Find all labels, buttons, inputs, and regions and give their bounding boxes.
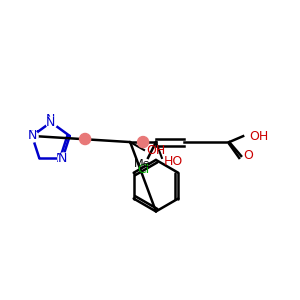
Text: OH: OH — [146, 143, 165, 157]
Text: N: N — [56, 152, 65, 165]
Text: N: N — [58, 152, 67, 165]
Text: O: O — [243, 149, 253, 162]
Text: N: N — [46, 116, 56, 129]
Circle shape — [80, 134, 91, 145]
Text: N: N — [30, 130, 39, 142]
Text: Cl: Cl — [138, 163, 150, 176]
Circle shape — [137, 136, 148, 148]
Text: HO: HO — [164, 155, 183, 168]
Text: N: N — [27, 130, 37, 142]
Text: N: N — [46, 113, 56, 126]
Text: OH: OH — [249, 130, 268, 142]
Text: Me: Me — [134, 159, 150, 169]
